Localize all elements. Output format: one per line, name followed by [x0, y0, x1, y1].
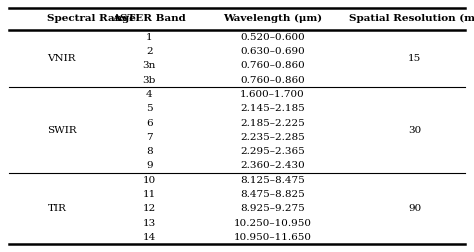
- Text: 0.630–0.690: 0.630–0.690: [240, 47, 305, 56]
- Text: 8: 8: [146, 147, 153, 156]
- Text: 3b: 3b: [143, 76, 156, 85]
- Text: Spatial Resolution (m): Spatial Resolution (m): [349, 14, 474, 23]
- Text: 3n: 3n: [143, 61, 156, 71]
- Text: 2.185–2.225: 2.185–2.225: [240, 118, 305, 128]
- Text: TIR: TIR: [47, 204, 66, 213]
- Text: 1.600–1.700: 1.600–1.700: [240, 90, 305, 99]
- Text: 10.250–10.950: 10.250–10.950: [234, 218, 311, 228]
- Text: 6: 6: [146, 118, 153, 128]
- Text: 2: 2: [146, 47, 153, 56]
- Text: 9: 9: [146, 161, 153, 170]
- Text: 11: 11: [143, 190, 156, 199]
- Text: 15: 15: [408, 54, 421, 63]
- Text: 4: 4: [146, 90, 153, 99]
- Text: 30: 30: [408, 126, 421, 135]
- Text: 0.520–0.600: 0.520–0.600: [240, 33, 305, 42]
- Text: 10.950–11.650: 10.950–11.650: [234, 233, 311, 242]
- Text: 8.125–8.475: 8.125–8.475: [240, 176, 305, 185]
- Text: 8.475–8.825: 8.475–8.825: [240, 190, 305, 199]
- Text: 7: 7: [146, 133, 153, 142]
- Text: 0.760–0.860: 0.760–0.860: [240, 61, 305, 71]
- Text: 10: 10: [143, 176, 156, 185]
- Text: 14: 14: [143, 233, 156, 242]
- Text: 2.145–2.185: 2.145–2.185: [240, 104, 305, 113]
- Text: 8.925–9.275: 8.925–9.275: [240, 204, 305, 213]
- Text: 2.235–2.285: 2.235–2.285: [240, 133, 305, 142]
- Text: 0.760–0.860: 0.760–0.860: [240, 76, 305, 85]
- Text: SWIR: SWIR: [47, 126, 77, 135]
- Text: VNIR: VNIR: [47, 54, 76, 63]
- Text: ASTER Band: ASTER Band: [112, 14, 186, 23]
- Text: Wavelength (μm): Wavelength (μm): [223, 14, 322, 23]
- Text: 90: 90: [408, 204, 421, 213]
- Text: Spectral Range: Spectral Range: [47, 14, 137, 23]
- Text: 12: 12: [143, 204, 156, 213]
- Text: 5: 5: [146, 104, 153, 113]
- Text: 2.295–2.365: 2.295–2.365: [240, 147, 305, 156]
- Text: 2.360–2.430: 2.360–2.430: [240, 161, 305, 170]
- Text: 13: 13: [143, 218, 156, 228]
- Text: 1: 1: [146, 33, 153, 42]
